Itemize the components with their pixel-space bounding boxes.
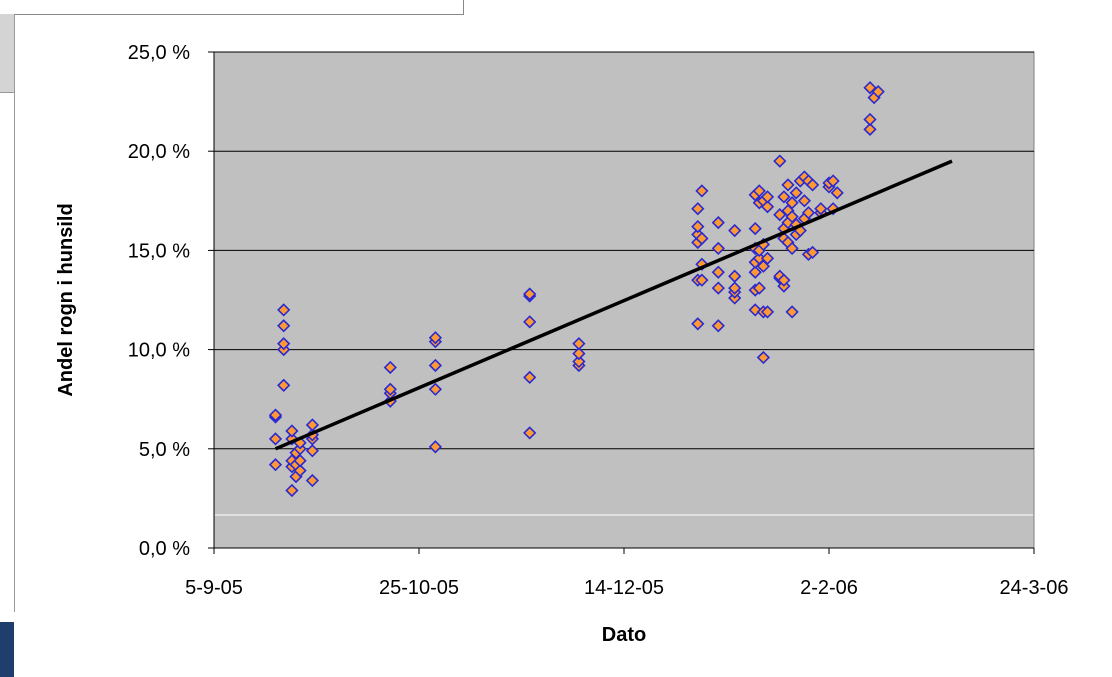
data-point xyxy=(863,122,877,137)
data-point xyxy=(728,281,742,295)
data-point xyxy=(830,186,844,200)
data-point xyxy=(691,317,705,331)
data-point xyxy=(523,315,537,329)
data-point xyxy=(428,331,443,345)
trendline-group xyxy=(274,159,953,451)
data-point xyxy=(785,196,799,210)
data-point xyxy=(268,458,283,472)
x-tick-label: 25-10-05 xyxy=(379,577,459,599)
x-axis-ticks: 5-9-05 25-10-05 14-12-05 2-2-06 24-3-06 xyxy=(185,548,1068,599)
data-point xyxy=(801,206,816,220)
data-point xyxy=(711,319,725,333)
data-point xyxy=(428,440,443,454)
y-axis-ticks: 0,0 % 5,0 % 10,0 % 15,0 % 20,0 % 25,0 % xyxy=(128,42,214,560)
y-axis-title: Andel rogn i hunsild xyxy=(55,203,77,396)
data-point xyxy=(711,265,725,279)
data-point xyxy=(695,231,709,246)
y-tick-label: 20,0 % xyxy=(128,141,190,163)
y-tick-label: 15,0 % xyxy=(128,240,190,262)
data-point xyxy=(728,269,742,283)
x-tick-label: 14-12-05 xyxy=(584,577,664,599)
data-point xyxy=(523,287,537,301)
data-point xyxy=(748,265,762,279)
data-point xyxy=(752,184,766,198)
y-tick-label: 25,0 % xyxy=(128,42,190,64)
trendline xyxy=(274,159,953,451)
data-point xyxy=(805,245,820,260)
data-point xyxy=(797,194,812,208)
data-point xyxy=(268,408,283,422)
background-window-edge-gray xyxy=(0,14,15,93)
data-point xyxy=(789,186,803,200)
y-tick-label: 0,0 % xyxy=(139,538,190,560)
data-point xyxy=(305,473,320,488)
data-point xyxy=(691,219,705,234)
data-point xyxy=(711,241,725,256)
data-point xyxy=(826,174,840,188)
data-point xyxy=(572,346,586,361)
data-point xyxy=(305,418,320,432)
data-point xyxy=(785,305,799,319)
data-point xyxy=(760,190,775,204)
x-tick-label: 24-3-06 xyxy=(1000,577,1069,599)
data-point xyxy=(428,358,443,373)
data-point xyxy=(728,223,742,238)
data-point xyxy=(695,273,709,287)
background-window-edge-blue xyxy=(0,622,14,677)
data-point xyxy=(805,178,820,192)
background-window-edge-top xyxy=(0,0,464,15)
data-point xyxy=(748,221,762,236)
data-point xyxy=(285,424,299,438)
data-point xyxy=(293,454,307,468)
data-point xyxy=(277,337,291,351)
data-point xyxy=(777,273,791,287)
data-point xyxy=(863,112,877,127)
data-point xyxy=(695,184,709,198)
data-point xyxy=(572,337,586,351)
data-point xyxy=(268,432,283,446)
data-point xyxy=(711,215,725,230)
data-point xyxy=(781,178,795,192)
data-point xyxy=(383,382,397,396)
y-tick-label: 5,0 % xyxy=(139,439,190,461)
data-point xyxy=(773,208,787,222)
x-tick-label: 5-9-05 xyxy=(185,577,243,599)
data-point xyxy=(777,190,791,204)
data-point xyxy=(428,382,443,396)
data-point xyxy=(814,202,828,216)
data-point xyxy=(756,350,771,365)
data-point xyxy=(523,370,537,385)
data-point xyxy=(293,463,307,478)
data-point xyxy=(760,200,775,214)
data-point xyxy=(752,281,766,295)
data-point xyxy=(383,360,397,375)
data-point xyxy=(277,303,291,317)
data-point xyxy=(523,426,537,440)
data-point xyxy=(760,305,775,319)
data-point xyxy=(871,85,885,99)
data-point xyxy=(285,483,299,498)
data-point xyxy=(277,319,291,333)
y-tick-label: 10,0 % xyxy=(128,340,190,362)
data-point xyxy=(773,154,787,168)
data-point xyxy=(691,202,705,216)
x-tick-label: 2-2-06 xyxy=(800,577,858,599)
data-point xyxy=(785,241,799,256)
gridlines xyxy=(214,51,1034,450)
data-point xyxy=(572,354,586,369)
data-point xyxy=(863,81,877,95)
data-point xyxy=(760,251,775,265)
data-point xyxy=(711,281,725,295)
data-point xyxy=(305,444,320,458)
data-point xyxy=(277,378,291,392)
x-axis-title: Dato xyxy=(602,624,646,646)
background-window-edge-left xyxy=(0,92,15,612)
